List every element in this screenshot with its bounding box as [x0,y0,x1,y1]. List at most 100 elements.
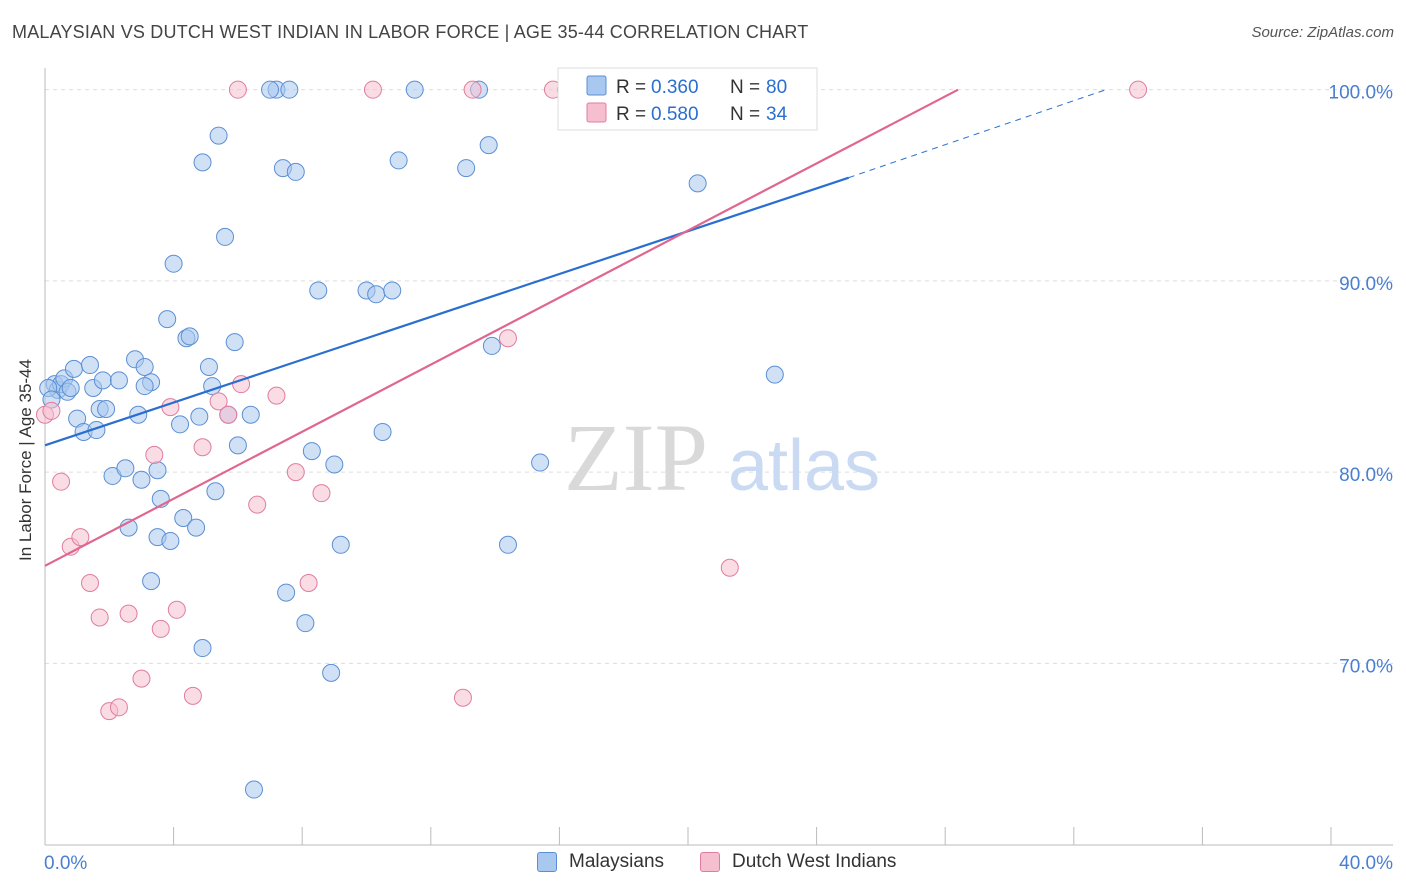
dutch-west-indians-point-13 [167,600,186,619]
dutch-west-indians-point-10 [145,445,164,464]
series-dutch-west-indians [36,80,1148,721]
legend-item-malaysians[interactable]: Malaysians [537,851,664,873]
y-axis-label: In Labor Force | Age 35-44 [16,359,35,561]
malaysians-point-57 [322,663,341,682]
malaysians-point-42 [209,126,228,145]
malaysians-point-53 [286,162,305,181]
malaysians-point-56 [309,281,328,300]
x-tick-label-max: 40.0% [1339,853,1393,874]
malaysians-point-61 [367,285,386,304]
malaysians-point-28 [158,310,177,329]
legend-swatch-dutch-west-indians [700,852,720,872]
axes [44,68,1393,846]
dutch-west-indians-point-15 [193,438,212,457]
malaysians-point-65 [405,80,424,99]
malaysians-point-59 [331,535,350,554]
malaysians-point-70 [498,535,517,554]
malaysians-point-38 [193,639,212,658]
malaysians-point-79 [261,80,280,99]
malaysians-point-75 [765,365,784,384]
dutch-west-indians-point-14 [183,686,202,705]
malaysians-point-41 [206,482,225,501]
malaysians-point-54 [302,442,321,461]
series-malaysians [39,80,784,799]
malaysians-point-6 [64,359,83,378]
watermark-zip: ZIP [564,404,708,511]
dutch-west-indians-point-18 [232,375,251,394]
malaysians-point-17 [116,459,135,478]
legend-n-value-2: 34 [766,104,788,125]
dutch-west-indians-point-9 [132,669,151,688]
y-tick-label-70: 70.0% [1339,656,1393,677]
legend-n-label-1: N = [730,77,760,98]
malaysians-point-36 [190,407,209,426]
legend-item-dutch-west-indians[interactable]: Dutch West Indians [700,851,896,873]
malaysians-point-14 [97,400,116,419]
legend-top: R = 0.360 N = 80 R = 0.580 N = 34 [557,67,818,131]
x-tick-label-min: 0.0% [44,853,87,874]
malaysians-point-78 [135,377,154,396]
dutch-west-indians-point-24 [228,80,247,99]
malaysians-point-30 [164,254,183,273]
malaysians-point-47 [241,405,260,424]
watermark: ZIP atlas [564,404,880,511]
malaysians-point-62 [373,422,392,441]
malaysians-point-50 [280,80,299,99]
legend-r-label-1: R = [616,77,646,98]
dutch-west-indians-point-33 [42,401,61,420]
dutch-west-indians-point-4 [81,574,100,593]
malaysians-point-23 [142,572,161,591]
malaysians-trend-extension [848,89,1107,179]
legend-swatch-malaysians [537,852,557,872]
dutch-west-indians-point-25 [363,80,382,99]
malaysians-point-68 [479,136,498,155]
malaysians-point-22 [135,357,154,376]
malaysians-point-39 [199,357,218,376]
malaysians-point-31 [171,415,190,434]
malaysians-point-21 [132,470,151,489]
malaysians-point-46 [228,436,247,455]
malaysians-point-45 [225,333,244,352]
chart-title: MALAYSIAN VS DUTCH WEST INDIAN IN LABOR … [12,22,809,42]
dutch-west-indians-point-7 [109,698,128,717]
malaysians-point-74 [688,174,707,193]
dutch-west-indians-point-21 [286,463,305,482]
malaysians-point-43 [216,227,235,246]
dutch-west-indians-point-8 [119,604,138,623]
legend-label-malaysians: Malaysians [569,851,665,872]
dutch-west-indians-point-5 [90,608,109,627]
dutch-west-indians-point-22 [299,574,318,593]
legend-n-label-2: N = [730,104,760,125]
legend-n-value-1: 80 [766,77,787,98]
legend-r-value-1: 0.360 [651,77,699,98]
malaysians-point-58 [325,455,344,474]
malaysians-point-48 [244,780,263,799]
malaysians-point-26 [148,461,167,480]
malaysians-point-9 [81,356,100,375]
legend-swatch-pink [586,102,607,123]
malaysians-point-63 [383,281,402,300]
dutch-west-indians-point-31 [1129,80,1148,99]
dutch-west-indians-point-17 [219,405,238,424]
dutch-west-indians-point-23 [312,484,331,503]
malaysians-point-13 [93,371,112,390]
dutch-west-indians-point-11 [151,619,170,638]
tick-labels: 70.0% 80.0% 90.0% 100.0% 0.0% 40.0% [44,83,1393,874]
grid-lines [45,89,1393,664]
trend-lines [44,88,1107,567]
malaysians-point-52 [277,583,296,602]
y-tick-label-90: 90.0% [1339,274,1393,295]
legend-r-value-2: 0.580 [651,104,699,125]
dutch-west-indians-point-27 [498,329,517,348]
malaysians-point-71 [531,453,550,472]
malaysians-point-29 [161,531,180,550]
legend-bottom: Malaysians Dutch West Indians [0,851,1406,877]
malaysians-point-66 [457,159,476,178]
malaysians-trend-line [44,176,850,447]
dutch-west-indians-point-1 [52,472,71,491]
malaysians-point-16 [109,371,128,390]
malaysians-point-64 [389,151,408,170]
y-tick-label-100: 100.0% [1329,83,1394,104]
malaysians-point-34 [180,327,199,346]
dutch-west-indians-point-26 [463,80,482,99]
